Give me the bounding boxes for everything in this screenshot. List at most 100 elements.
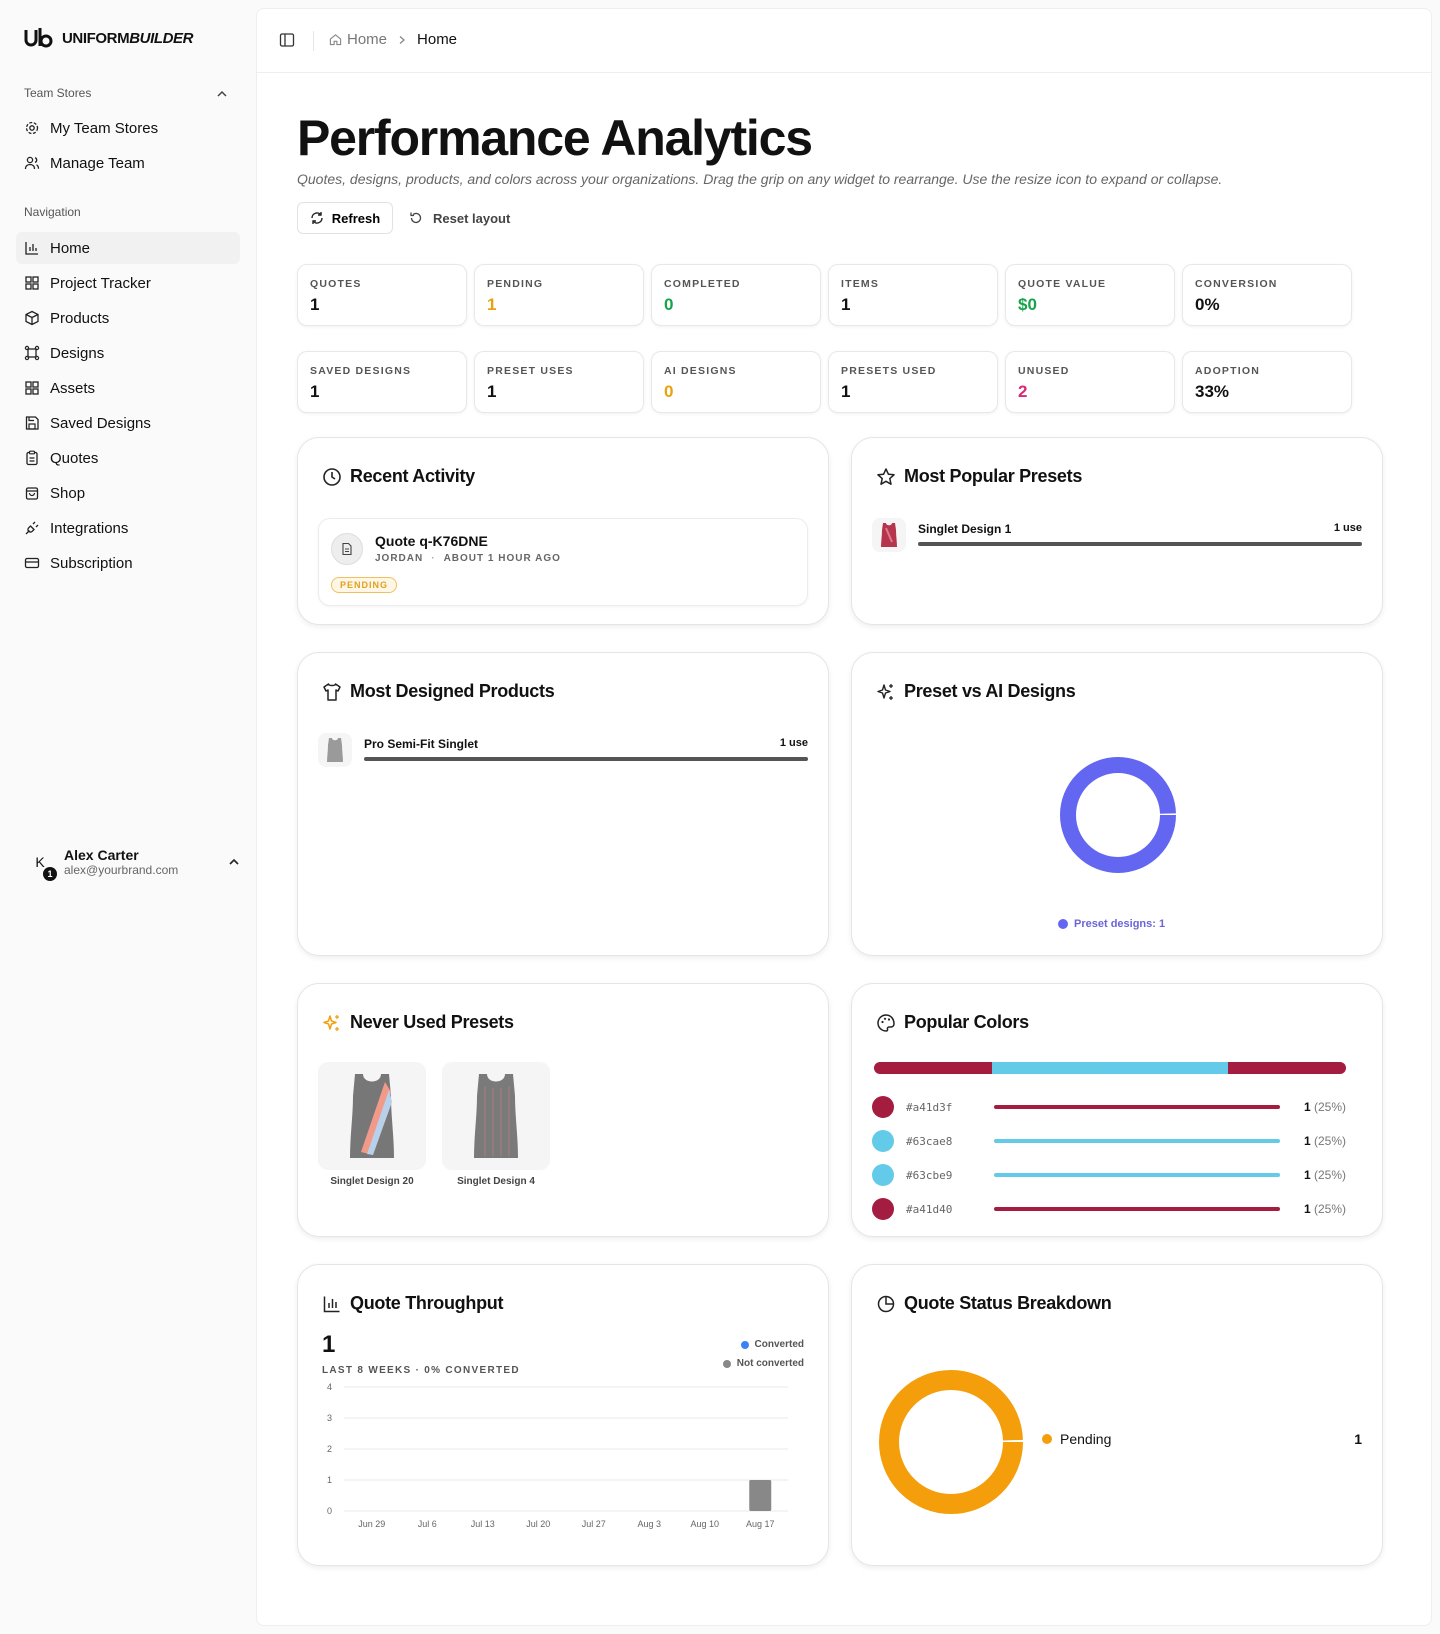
- unused-preset-tile[interactable]: Singlet Design 4: [442, 1062, 550, 1187]
- color-hex: #a41d40: [906, 1203, 953, 1216]
- grid-icon: [25, 381, 39, 395]
- breadcrumb-current: Home: [417, 31, 458, 48]
- refresh-button[interactable]: Refresh: [297, 202, 393, 234]
- brand-logo[interactable]: UNIFORMBUILDER: [24, 28, 193, 48]
- throughput-total: 1: [322, 1331, 336, 1358]
- user-menu[interactable]: K 1 Alex Carter alex@yourbrand.com: [24, 842, 240, 882]
- color-hex: #63cae8: [906, 1135, 953, 1148]
- sidebar-item-saved-designs[interactable]: Saved Designs: [16, 407, 240, 439]
- color-distribution-bar: [874, 1062, 1346, 1074]
- clock-icon: [323, 467, 341, 486]
- legend-label: Pending: [1060, 1431, 1112, 1447]
- stat-value: 1: [487, 295, 497, 314]
- user-email: alex@yourbrand.com: [64, 863, 179, 877]
- breadcrumb-home[interactable]: Home: [329, 31, 387, 48]
- y-tick-label: 4: [327, 1382, 332, 1392]
- color-row[interactable]: #a41d3f 1 (25%): [872, 1096, 1346, 1120]
- sidebar-item-quotes[interactable]: Quotes: [16, 442, 240, 474]
- palette-icon: [877, 1013, 895, 1032]
- card-icon: [24, 557, 40, 569]
- sidebar-item-label: Subscription: [50, 554, 133, 572]
- stat-value: 0: [664, 382, 674, 401]
- shirt-icon: [323, 682, 341, 701]
- sidebar-item-assets[interactable]: Assets: [16, 372, 240, 404]
- bag-icon: [25, 487, 39, 500]
- color-count: 1 (25%): [1303, 1202, 1346, 1216]
- sidebar-item-shop[interactable]: Shop: [16, 477, 240, 509]
- star-icon: [877, 467, 895, 485]
- preset-count: 1 use: [1333, 522, 1362, 534]
- sidebar-item-label: Designs: [50, 344, 105, 362]
- pending-slice[interactable]: [879, 1370, 1023, 1514]
- stat-label: SAVED DESIGNS: [310, 365, 412, 377]
- reset-layout-button[interactable]: Reset layout: [409, 202, 510, 234]
- x-tick-label: Jul 6: [418, 1519, 437, 1529]
- color-row[interactable]: #63cbe9 1 (25%): [872, 1164, 1346, 1188]
- notification-badge: 1: [43, 867, 57, 881]
- sidebar-item-home[interactable]: Home: [16, 232, 240, 264]
- sidebar-item-label: Integrations: [50, 519, 129, 537]
- stat-quotes: QUOTES 1: [297, 264, 467, 326]
- sidebar-item-my-team-stores[interactable]: My Team Stores: [16, 112, 240, 144]
- chevron-up-icon[interactable]: [216, 88, 228, 100]
- stat-preset-uses: PRESET USES 1: [474, 351, 644, 413]
- legend-label: Converted: [754, 1339, 804, 1350]
- x-tick-label: Aug 3: [637, 1519, 661, 1529]
- sidebar-item-manage-team[interactable]: Manage Team: [16, 147, 240, 179]
- activity-item[interactable]: Quote q-K76DNE JORDAN · ABOUT 1 HOUR AGO…: [318, 518, 808, 606]
- activity-user: JORDAN: [375, 553, 424, 564]
- activity-time: ABOUT 1 HOUR AGO: [443, 553, 561, 564]
- color-swatch: [872, 1096, 894, 1118]
- sidebar-item-products[interactable]: Products: [16, 302, 240, 334]
- quote-status-donut: [879, 1370, 1023, 1514]
- stat-quote-value: QUOTE VALUE $0: [1005, 264, 1175, 326]
- home-icon: [329, 34, 342, 46]
- sidebar-item-integrations[interactable]: Integrations: [16, 512, 240, 544]
- card-title: Quote Status Breakdown: [904, 1293, 1112, 1313]
- chevron-right-icon: [399, 35, 406, 44]
- bar-not-converted[interactable]: [749, 1480, 772, 1511]
- users-icon: [24, 156, 40, 170]
- x-tick-label: Jun 29: [358, 1519, 385, 1529]
- stat-value: 1: [310, 295, 320, 314]
- stat-value: 1: [487, 382, 497, 401]
- sidebar-item-label: Products: [50, 309, 110, 327]
- sidebar-item-designs[interactable]: Designs: [16, 337, 240, 369]
- stat-completed: COMPLETED 0: [651, 264, 821, 326]
- product-count: 1 use: [779, 737, 808, 749]
- stat-label: AI DESIGNS: [664, 365, 737, 377]
- x-tick-label: Aug 17: [746, 1519, 775, 1529]
- preset-name: Singlet Design 4: [457, 1176, 535, 1187]
- color-segment: [874, 1062, 992, 1074]
- color-row[interactable]: #a41d40 1 (25%): [872, 1198, 1346, 1222]
- throughput-subtitle: LAST 8 WEEKS · 0% CONVERTED: [322, 1365, 520, 1376]
- preset-rank-row[interactable]: Singlet Design 1 1 use: [872, 518, 1362, 554]
- legend-label: Preset designs: 1: [1074, 918, 1166, 930]
- chevron-up-icon: [229, 858, 239, 865]
- y-tick-label: 2: [327, 1444, 332, 1454]
- sidebar-item-subscription[interactable]: Subscription: [16, 547, 240, 579]
- preset-designs-slice[interactable]: [1060, 757, 1176, 873]
- sidebar-item-project-tracker[interactable]: Project Tracker: [16, 267, 240, 299]
- legend-dot: [722, 1359, 731, 1368]
- sidebar-toggle-icon[interactable]: [279, 32, 295, 48]
- activity-title: Quote q-K76DNE: [375, 533, 488, 549]
- color-hex: #a41d3f: [906, 1101, 953, 1114]
- sidebar-item-label: Manage Team: [50, 154, 145, 172]
- breadcrumb: Home Home: [329, 31, 457, 48]
- sidebar-item-label: Quotes: [50, 449, 99, 467]
- unused-preset-tile[interactable]: Singlet Design 20: [318, 1062, 426, 1187]
- stat-value: 2: [1018, 382, 1028, 401]
- page-title: Performance Analytics: [297, 110, 813, 166]
- color-count: 1 (25%): [1303, 1134, 1346, 1148]
- reset-layout-label: Reset layout: [433, 210, 511, 226]
- stat-label: ADOPTION: [1195, 365, 1261, 377]
- color-row[interactable]: #63cae8 1 (25%): [872, 1130, 1346, 1154]
- stat-label: COMPLETED: [664, 278, 741, 290]
- color-swatch: [872, 1130, 894, 1152]
- product-rank-row[interactable]: Pro Semi-Fit Singlet 1 use: [318, 733, 808, 769]
- stat-value: 0: [664, 295, 674, 314]
- x-tick-label: Jul 13: [471, 1519, 495, 1529]
- avatar: K 1: [24, 846, 57, 881]
- card-title: Popular Colors: [904, 1012, 1029, 1032]
